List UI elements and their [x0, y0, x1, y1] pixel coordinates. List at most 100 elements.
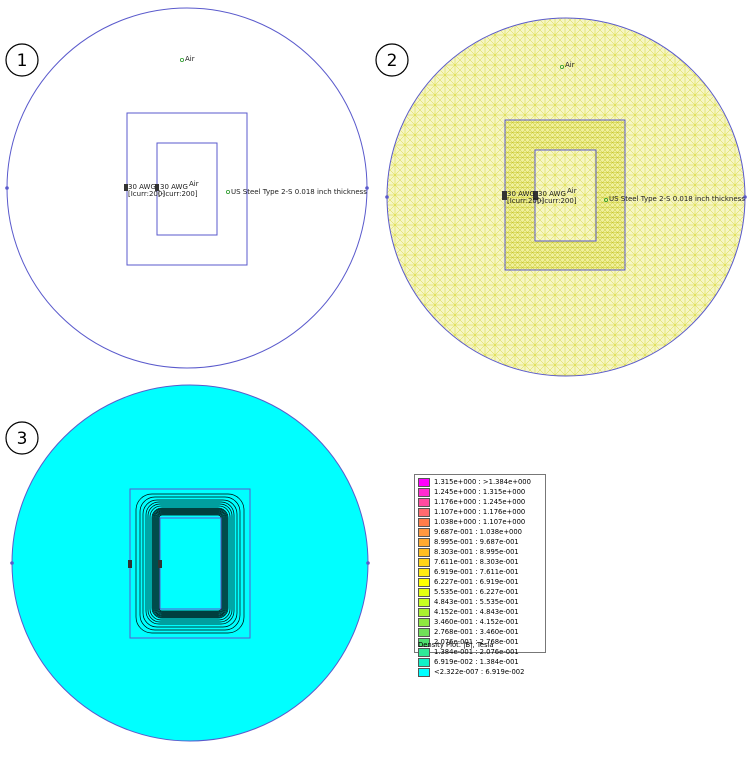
legend-row: 1.107e+000 : 1.176e+000 — [418, 507, 531, 517]
legend-rows: 1.315e+000 : >1.384e+000 1.245e+000 : 1.3… — [418, 477, 531, 677]
panel-1-coil-circuit-right: [-Icurr:200] — [158, 190, 198, 198]
legend-row: 2.076e-001 : 2.768e-001 — [418, 637, 531, 647]
panel-1-number-circle — [5, 43, 39, 77]
panel-3-node-left — [10, 561, 14, 565]
panel-1-coil-circuit-left: [Icurr:200] — [128, 190, 165, 198]
legend-swatch — [418, 527, 430, 537]
panel-3-coil-left — [128, 560, 132, 568]
legend-row: 8.303e-001 : 8.995e-001 — [418, 547, 531, 557]
legend-row: 6.919e-001 : 7.611e-001 — [418, 567, 531, 577]
legend-range: 4.152e-001 : 4.843e-001 — [434, 608, 519, 616]
density-legend: 1.315e+000 : >1.384e+000 1.245e+000 : 1.3… — [414, 474, 546, 677]
panel-3-coil-right — [158, 560, 162, 568]
legend-range: 8.995e-001 : 9.687e-001 — [434, 538, 519, 546]
legend-range: 1.315e+000 : >1.384e+000 — [434, 478, 531, 486]
contour-5 — [147, 503, 233, 623]
panel-1-coil-right — [155, 184, 159, 191]
legend-row: 6.227e-001 : 6.919e-001 — [418, 577, 531, 587]
panel-1-air-label: Air — [185, 55, 195, 63]
legend-swatch — [418, 657, 430, 667]
contour-3 — [142, 499, 238, 628]
panel-1-number: 1 — [17, 51, 28, 71]
legend-row: 8.995e-001 : 9.687e-001 — [418, 537, 531, 547]
panel-2-coil-circuit-left: [Icurr:200] — [507, 197, 544, 205]
legend-swatch — [418, 537, 430, 547]
legend-title: Density Plot: |B|, Tesla — [418, 641, 494, 649]
legend-range: 1.384e-001 : 2.076e-001 — [434, 648, 519, 656]
legend-swatch — [418, 517, 430, 527]
legend-swatch — [418, 627, 430, 637]
contour-8 — [152, 508, 228, 618]
legend-range: 6.227e-001 : 6.919e-001 — [434, 578, 519, 586]
legend-swatch — [418, 617, 430, 627]
panel-1-coil-label-right: 30 AWG — [160, 183, 188, 191]
contour-1 — [135, 493, 245, 634]
legend-row: 7.611e-001 : 8.303e-001 — [418, 557, 531, 567]
legend-swatch — [418, 567, 430, 577]
legend-range: 6.919e-001 : 7.611e-001 — [434, 568, 519, 576]
panel-2-node-right — [743, 195, 747, 199]
panel-3: 3 — [5, 384, 370, 742]
panel-3-number: 3 — [17, 429, 28, 449]
legend-range: 5.535e-001 : 6.227e-001 — [434, 588, 519, 596]
legend-range: 8.303e-001 : 8.995e-001 — [434, 548, 519, 556]
legend-row: 4.152e-001 : 4.843e-001 — [418, 607, 531, 617]
legend-row: 4.843e-001 : 5.535e-001 — [418, 597, 531, 607]
panel-2-steel-marker — [604, 197, 609, 202]
panel-1-inner-air-label: Air — [189, 180, 199, 188]
legend-swatch — [418, 497, 430, 507]
panel-1: 1 Air 30 AWG [Icurr:200] 30 AWG [-Icurr:… — [5, 7, 369, 369]
legend-row: 1.245e+000 : 1.315e+000 — [418, 487, 531, 497]
panel-3-node-right — [366, 561, 370, 565]
panel-2: 2 Air 30 AWG [Icurr:200] 30 AWG [ — [375, 17, 747, 377]
legend-row: 1.315e+000 : >1.384e+000 — [418, 477, 531, 487]
panel-2-air-marker — [560, 65, 565, 70]
legend-range: 7.611e-001 : 8.303e-001 — [434, 558, 519, 566]
legend-swatch — [418, 507, 430, 517]
contour-2 — [139, 496, 241, 631]
panel-1-node-right — [365, 186, 369, 190]
legend-swatch — [418, 477, 430, 487]
panel-3-core-inner — [159, 517, 222, 610]
contour-4 — [145, 501, 235, 625]
legend-range: 9.687e-001 : 1.038e+000 — [434, 528, 522, 536]
legend-swatch — [418, 577, 430, 587]
legend-swatch — [418, 587, 430, 597]
panel-1-air-marker — [179, 58, 184, 63]
legend-row: 5.535e-001 : 6.227e-001 — [418, 587, 531, 597]
legend-row: 2.768e-001 : 3.460e-001 — [418, 627, 531, 637]
contour-10 — [154, 510, 226, 616]
panel-1-coil-left — [124, 184, 128, 191]
legend-row: <2.322e-007 : 6.919e-002 — [418, 667, 531, 677]
panel-2-coil-label-left: 30 AWG — [507, 190, 535, 198]
legend-range: 1.245e+000 : 1.315e+000 — [434, 488, 526, 496]
legend-range: <2.322e-007 : 6.919e-002 — [434, 668, 525, 676]
panel-2-coil-left — [502, 191, 507, 200]
legend-range: 1.176e+000 : 1.245e+000 — [434, 498, 526, 506]
legend-row: 6.919e-002 : 1.384e-001 — [418, 657, 531, 667]
legend-row: 1.176e+000 : 1.245e+000 — [418, 497, 531, 507]
legend-swatch — [418, 667, 430, 677]
panel-2-steel-label: US Steel Type 2-S 0.018 inch thickness — [609, 195, 745, 203]
panel-1-node-left — [5, 186, 9, 190]
panel-2-window-mesh — [535, 150, 596, 241]
legend-row: 9.687e-001 : 1.038e+000 — [418, 527, 531, 537]
panel-1-coil-label-left: 30 AWG — [128, 183, 156, 191]
contour-7 — [151, 507, 229, 619]
panel-2-air-label: Air — [565, 61, 575, 69]
panel-2-inner-air-label: Air — [567, 187, 577, 195]
legend-range: 1.107e+000 : 1.176e+000 — [434, 508, 526, 516]
legend-swatch — [418, 487, 430, 497]
panel-2-coil-label-right: 30 AWG — [538, 190, 566, 198]
contour-6 — [149, 505, 231, 621]
panel-1-steel-marker — [225, 189, 230, 194]
legend-range: 2.768e-001 : 3.460e-001 — [434, 628, 519, 636]
legend-swatch — [418, 637, 430, 647]
legend-swatch — [418, 557, 430, 567]
legend-row: 1.384e-001 : 2.076e-001 — [418, 647, 531, 657]
panel-2-coil-right — [533, 191, 538, 200]
legend-swatch — [418, 597, 430, 607]
legend-row: 1.038e+000 : 1.107e+000 — [418, 517, 531, 527]
legend-swatch — [418, 607, 430, 617]
